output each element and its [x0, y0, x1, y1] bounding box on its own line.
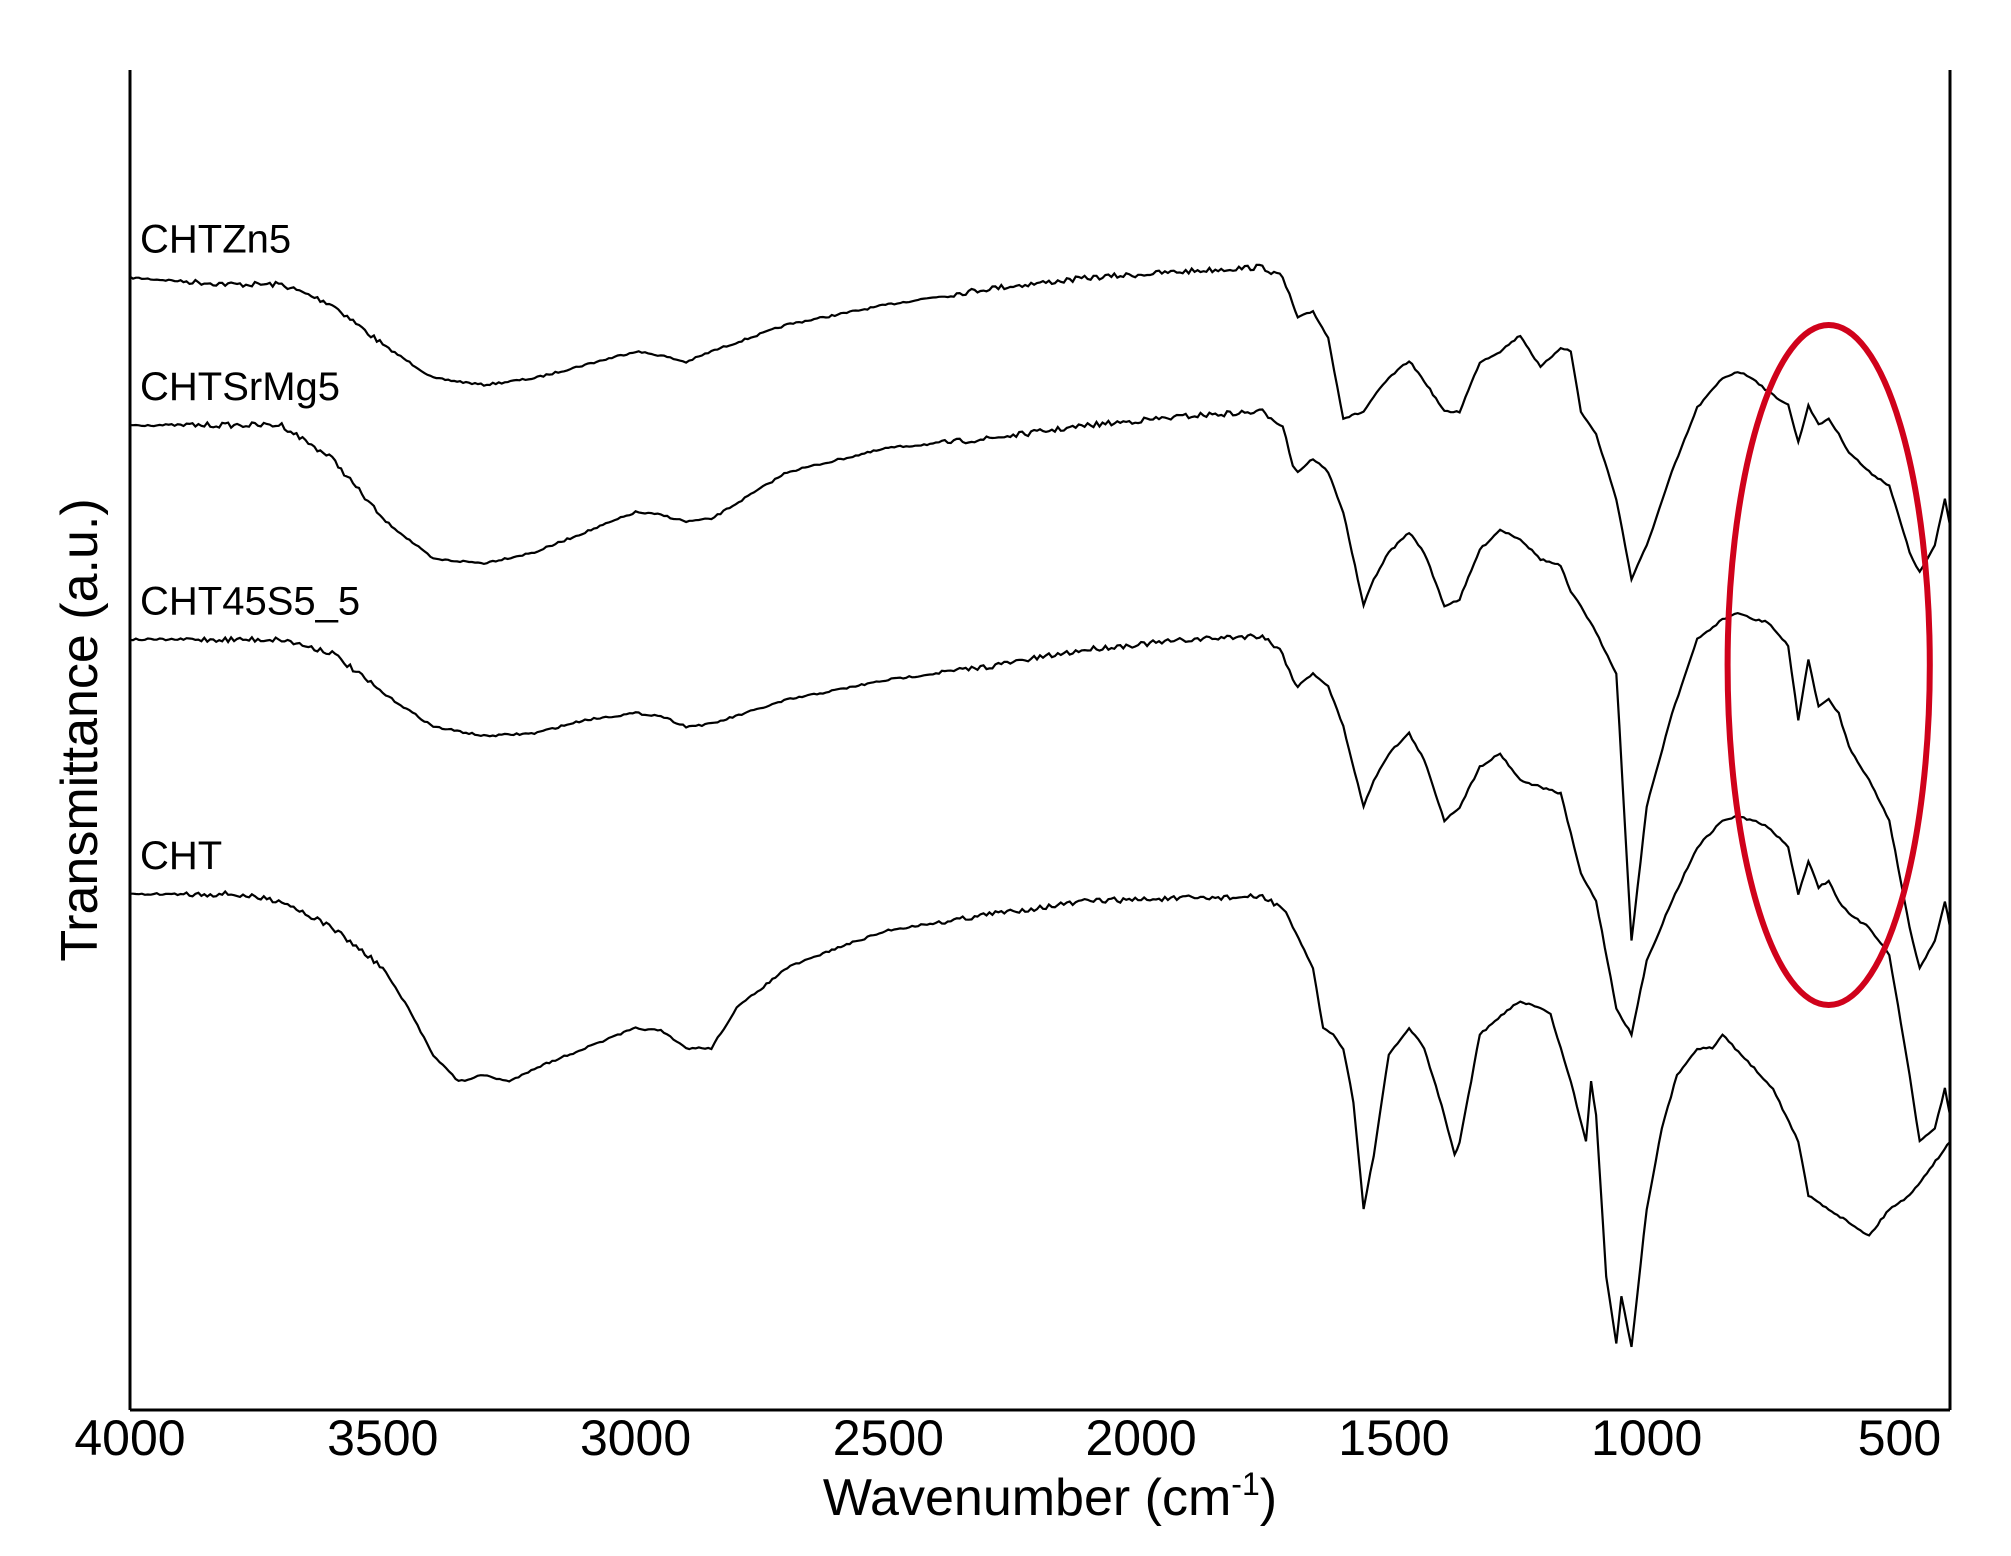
- series-label-chtsrmg5: CHTSrMg5: [140, 365, 340, 409]
- series-line-chtzn5: [129, 263, 1952, 584]
- series-label-cht: CHT: [140, 834, 222, 878]
- highlight-layer: [1724, 322, 1933, 1008]
- series-label-layer: CHTZn5 CHTSrMg5 CHT45S5_5 CHT: [140, 218, 360, 878]
- x-tick-label-1500: 1500: [1338, 1410, 1449, 1466]
- x-tick-label-3000: 3000: [580, 1410, 691, 1466]
- x-axis-title-superscript: -1: [1231, 1466, 1259, 1502]
- series-line-chtsrmg5: [129, 408, 1952, 971]
- x-axis-title-close: ): [1260, 1469, 1277, 1527]
- series-label-cht45s5-5: CHT45S5_5: [140, 580, 360, 624]
- series-line-cht: [130, 889, 1951, 1348]
- x-tick-label-3500: 3500: [327, 1410, 438, 1466]
- x-axis-title: Wavenumber (cm-1): [823, 1466, 1277, 1527]
- series-layer: [129, 263, 1952, 1348]
- plot-frame: [128, 70, 1952, 1412]
- x-tick-label-2500: 2500: [833, 1410, 944, 1466]
- x-tick-label-500: 500: [1858, 1410, 1941, 1466]
- x-tick-label-1000: 1000: [1591, 1410, 1702, 1466]
- x-tick-label-4000: 4000: [74, 1410, 185, 1466]
- highlight-ellipse: [1724, 322, 1933, 1008]
- series-label-chtzn5: CHTZn5: [140, 218, 291, 262]
- x-tick-labels: 4000 3500 3000 2500 2000 1500 1000 500: [74, 1410, 1941, 1466]
- series-line-cht45s5-5: [129, 633, 1952, 1143]
- x-tick-label-2000: 2000: [1085, 1410, 1196, 1466]
- y-axis-title: Transmittance (a.u.): [51, 498, 109, 961]
- x-axis-title-main: Wavenumber (cm: [823, 1469, 1231, 1527]
